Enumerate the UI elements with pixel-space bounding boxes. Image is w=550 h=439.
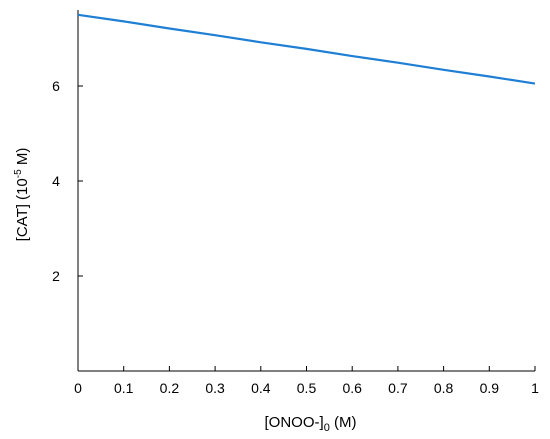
x-tick-label: 0.9 [480, 380, 500, 396]
x-axis-title: [ONOO-]0 (M) [265, 414, 357, 434]
x-tick-label: 0.6 [342, 380, 362, 396]
x-tick-label: 0.8 [434, 380, 454, 396]
x-tick-label: 0.2 [160, 380, 180, 396]
axes [77, 10, 535, 372]
x-tick-label: 0.7 [388, 380, 408, 396]
x-tick-label: 0.1 [114, 380, 134, 396]
y-tick-label: 4 [52, 173, 60, 189]
y-tick-label: 6 [52, 78, 60, 94]
x-tick-label: 0.4 [251, 380, 271, 396]
x-tick-label: 0 [74, 380, 82, 396]
ticks: 0 0.1 0.2 0.3 0.4 0.5 0.6 0.7 0.8 0.9 1 2 4 6 [52, 78, 539, 396]
series [77, 13, 536, 85]
y-axis-title: [CAT] (10-5 M) [13, 148, 31, 242]
x-tick-label: 1 [531, 380, 539, 396]
x-tick-label: 0.5 [297, 380, 317, 396]
y-tick-label: 2 [52, 268, 60, 284]
x-tick-label: 0.3 [205, 380, 225, 396]
series-line [77, 13, 536, 85]
